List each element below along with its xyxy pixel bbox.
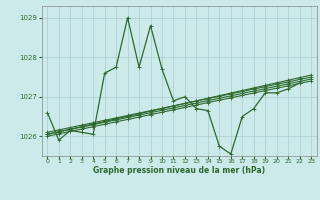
X-axis label: Graphe pression niveau de la mer (hPa): Graphe pression niveau de la mer (hPa) <box>93 166 265 175</box>
